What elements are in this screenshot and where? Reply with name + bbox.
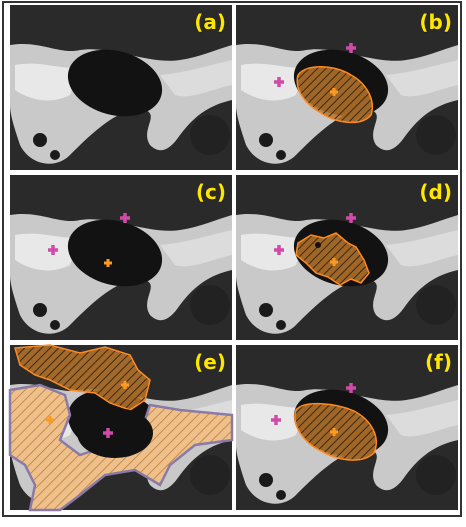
panel-label: (d) (419, 180, 452, 204)
page: {"panels": [{"label": "(a)"}, {"label": … (0, 0, 466, 523)
panel: (b) (236, 5, 458, 170)
panel: (f) (236, 345, 458, 510)
panel-label: (b) (419, 10, 452, 34)
panel: (e) (10, 345, 232, 510)
panel-label: (a) (194, 10, 226, 34)
panel-label: (f) (425, 350, 452, 374)
panel-label: (c) (196, 180, 226, 204)
figure: (a) (b) (c) (d) (e) (f) (0, 0, 466, 523)
panel-label: (e) (194, 350, 226, 374)
panel: (c) (10, 175, 232, 340)
panel: (a) (10, 5, 232, 170)
panel: (d) (236, 175, 458, 340)
